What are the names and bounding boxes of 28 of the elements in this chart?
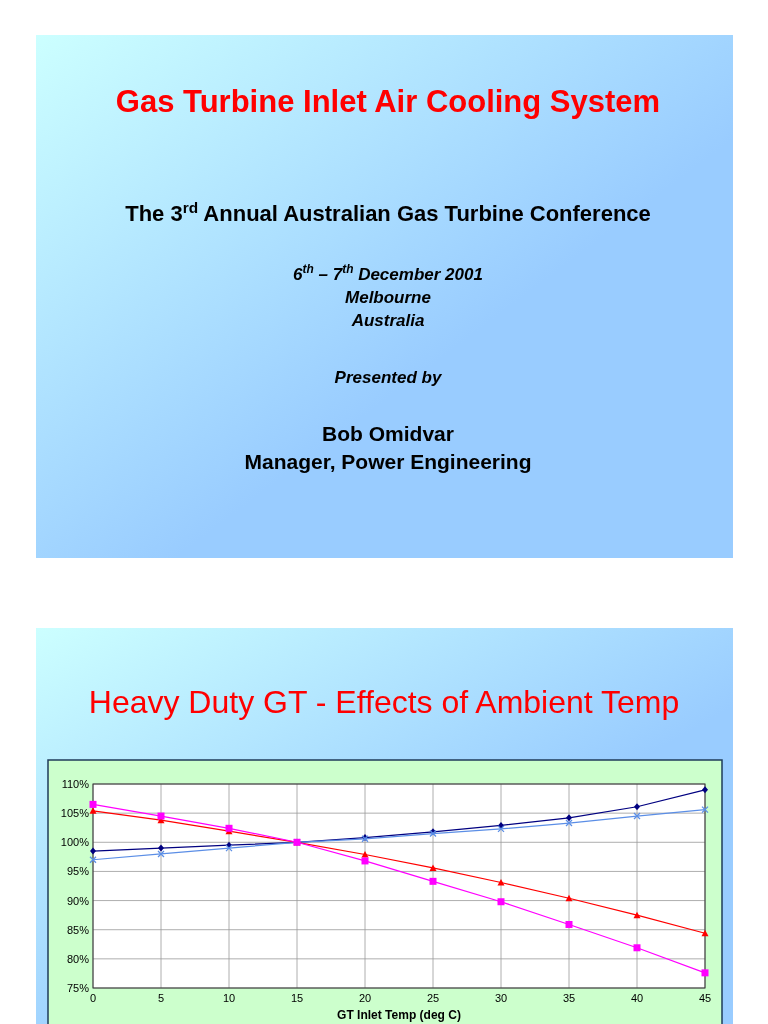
y-tick-label: 100% (60, 836, 90, 849)
text: The 3$^{rd}$ Annual Australian Gas Turbine Conference (125, 198, 651, 226)
y-tick-label: 110% (61, 778, 90, 790)
x-axis-title: GT Inlet Temp (deg C) (337, 1008, 461, 1022)
y-tick-label: 75% (66, 982, 90, 994)
x-tick-label: 10 (222, 992, 236, 1004)
y-tick-label: 90% (66, 894, 90, 907)
text: Bob Omidvar (322, 422, 454, 445)
x-tick-label: 5 (157, 992, 165, 1004)
x-tick-label: 15 (290, 992, 304, 1004)
x-tick-label: 30 (494, 992, 508, 1004)
x-tick-label: 35 (562, 992, 576, 1004)
y-tick-label: 105% (60, 807, 90, 820)
x-tick-label: 25 (426, 992, 440, 1004)
x-tick-label: 0 (89, 992, 97, 1004)
text: Presented by (334, 368, 443, 387)
text: 6$^{th}$ – 7$^{th}$ December 2001 (293, 262, 483, 284)
y-tick-label: 80% (66, 952, 90, 965)
text: Australia (350, 311, 425, 330)
text: Gas Turbine Inlet Air Cooling System (115, 84, 661, 119)
chart-title: Heavy Duty GT - Effects of Ambient Temp (88, 684, 680, 720)
x-tick-label: 20 (358, 992, 372, 1004)
text: Melbourne (345, 288, 431, 307)
text: Manager, Power Engineering (244, 450, 532, 473)
x-tick-label: 45 (698, 992, 712, 1004)
y-tick-label: 95% (66, 865, 90, 878)
y-tick-label: 85% (66, 923, 90, 936)
x-tick-label: 40 (630, 992, 644, 1004)
